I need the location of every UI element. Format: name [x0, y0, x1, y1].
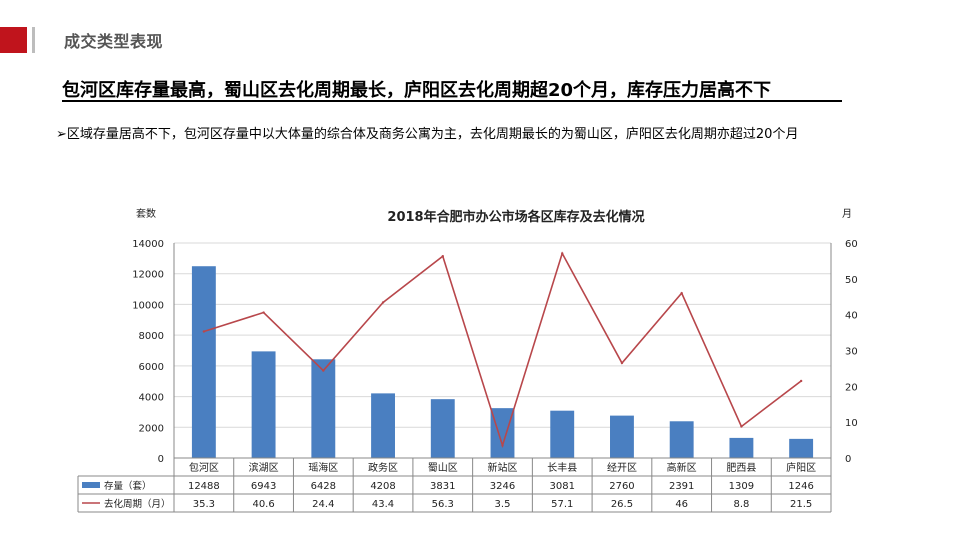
y2-tick-label: 60 — [845, 239, 858, 250]
line-point — [680, 291, 683, 295]
headline-underline — [62, 100, 842, 102]
y2-tick-label: 50 — [845, 275, 858, 286]
section-title: 成交类型表现 — [64, 32, 164, 51]
line-point — [501, 444, 504, 447]
x-tick-label: 经开区 — [607, 461, 637, 474]
bar — [371, 393, 395, 458]
table-value: 1246 — [788, 481, 813, 492]
table-value: 1309 — [729, 481, 754, 492]
table-value: 57.1 — [551, 499, 573, 510]
legend-label: 去化周期（月） — [104, 498, 171, 510]
y2-tick-label: 30 — [845, 347, 858, 358]
table-value: 3.5 — [495, 499, 511, 510]
accent-block — [0, 27, 27, 53]
y-tick-label: 12000 — [132, 270, 164, 281]
table-value: 12488 — [188, 481, 220, 492]
line-point — [381, 301, 385, 304]
bar — [251, 351, 276, 458]
table-value: 8.8 — [733, 499, 749, 510]
table-value: 2760 — [609, 481, 634, 492]
legend-label: 存量（套） — [104, 480, 152, 492]
table-value: 43.4 — [372, 499, 394, 510]
chart: 2018年合肥市办公市场各区库存及去化情况 套数 月 0 2000 4000 6000 800… — [76, 198, 866, 524]
bar — [490, 408, 515, 458]
y-tick-label: 14000 — [132, 239, 164, 250]
legend-key-bar — [82, 482, 100, 488]
line-point — [561, 252, 564, 255]
bar — [669, 421, 694, 458]
bar — [191, 266, 216, 458]
y2-tick-label: 0 — [845, 454, 851, 465]
x-tick-label: 长丰县 — [547, 461, 577, 474]
x-tick-label: 庐阳区 — [786, 461, 816, 474]
x-tick-label: 瑶海区 — [308, 461, 338, 474]
x-tick-label: 蜀山区 — [428, 462, 458, 474]
table-value: 26.5 — [611, 499, 633, 510]
y2-tick-label: 10 — [845, 418, 858, 429]
line-point — [202, 330, 206, 333]
table-value: 6943 — [251, 481, 276, 492]
x-tick-label: 肥西县 — [726, 462, 756, 474]
bullet-text: 区域存量居高不下，包河区存量中以大体量的综合体及商务公寓为主，去化周期最长的为蜀… — [66, 127, 799, 142]
x-tick-label: 高新区 — [667, 461, 697, 474]
line-point — [620, 361, 624, 365]
x-tick-label: 包河区 — [189, 461, 219, 474]
table-value: 56.3 — [432, 499, 454, 510]
table-value: 40.6 — [252, 499, 274, 510]
x-tick-label: 新站区 — [488, 461, 518, 474]
chart-svg: 2018年合肥市办公市场各区库存及去化情况 套数 月 0 2000 4000 6000 800… — [77, 207, 858, 513]
table-value: 4208 — [370, 481, 395, 492]
y2-axis-label: 月 — [842, 208, 852, 220]
table-value: 2391 — [669, 481, 694, 492]
x-tick-label: 滨湖区 — [249, 461, 279, 474]
line-point — [322, 369, 325, 372]
chart-title: 2018年合肥市办公市场各区库存及去化情况 — [387, 209, 644, 225]
bar — [729, 437, 754, 458]
y-tick-label: 4000 — [139, 393, 164, 404]
y-axis-label: 套数 — [136, 207, 156, 220]
table-value: 46 — [675, 499, 688, 510]
y2-tick-label: 40 — [845, 311, 858, 322]
table-value: 21.5 — [790, 499, 812, 510]
table-value: 24.4 — [312, 499, 334, 510]
bar — [550, 410, 575, 458]
table-value: 6428 — [311, 481, 336, 492]
accent-divider — [32, 27, 35, 53]
y-tick-label: 6000 — [139, 362, 164, 373]
line-point — [799, 379, 803, 383]
line-point — [740, 425, 743, 428]
table-value: 3246 — [490, 481, 515, 492]
bullet-arrow-icon: ➢ — [56, 127, 67, 142]
y-tick-label: 2000 — [139, 423, 164, 434]
headline: 包河区库存量最高，蜀山区去化周期最长，庐阳区去化周期超20个月，库存压力居高不下 — [62, 80, 772, 101]
bar — [610, 415, 634, 458]
y2-tick-label: 20 — [845, 382, 858, 393]
table-value: 3831 — [430, 481, 455, 492]
y-tick-label: 0 — [158, 454, 164, 465]
x-tick-label: 政务区 — [368, 461, 398, 474]
bullet-paragraph: ➢区域存量居高不下，包河区存量中以大体量的综合体及商务公寓为主，去化周期最长的为… — [56, 121, 916, 148]
table-value: 3081 — [550, 481, 575, 492]
table-value: 35.3 — [193, 499, 215, 510]
line-point — [262, 311, 265, 314]
y-tick-label: 10000 — [132, 300, 164, 311]
line-point — [441, 255, 444, 258]
y-tick-label: 8000 — [139, 331, 164, 342]
bar — [311, 359, 336, 458]
bar — [430, 399, 455, 458]
bar — [789, 438, 814, 458]
